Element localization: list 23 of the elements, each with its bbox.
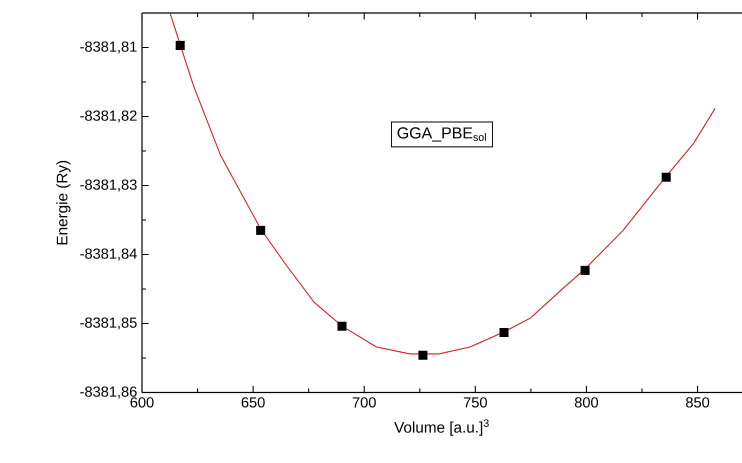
point (256, 226, 266, 235)
x-tick-label: 750 (464, 397, 487, 408)
y-tick-label: -8381,84 (80, 248, 137, 261)
x-tick-label: 800 (574, 397, 598, 408)
point (337, 322, 347, 331)
point (499, 328, 509, 337)
annotation: GGA_PBE$_{sol}$ (398, 127, 486, 142)
y-tick-label: -8381,82 (80, 110, 137, 123)
y-tick-label: -8381,85 (80, 317, 137, 330)
point (580, 266, 590, 275)
point (418, 350, 428, 360)
y-tick-label: -8381,86 (80, 386, 137, 399)
x-tick-label: 650 (242, 397, 265, 408)
x-tick-label: 850 (686, 397, 710, 408)
x-axis-title: Volume [a.u.]$^{3}$ (394, 419, 489, 436)
point (662, 172, 671, 182)
x-tick-label: 700 (352, 397, 376, 408)
y-tick-label: -8381,81 (80, 41, 137, 54)
line-series (170, 13, 716, 354)
x-tick-label: 600 (130, 397, 154, 408)
y-axis-title: Energie (Ry) (56, 160, 70, 244)
point (176, 40, 185, 50)
y-tick-label: -8381,83 (80, 179, 137, 192)
